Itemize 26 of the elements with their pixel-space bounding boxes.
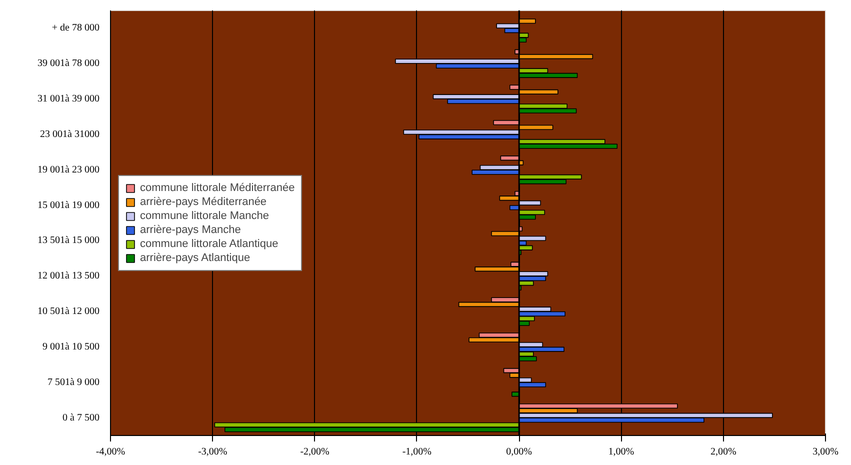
y-tick-label: 12 001à 13 500 — [38, 270, 100, 282]
y-tick-label: + de 78 000 — [52, 22, 100, 34]
legend-label: commune littorale Manche — [140, 210, 270, 222]
x-tick-label: -1,00% — [402, 446, 432, 458]
legend-label: commune littorale Atlantique — [140, 238, 278, 250]
x-tick-label: -2,00% — [300, 446, 330, 458]
x-tick-label: 2,00% — [710, 446, 736, 458]
x-tick-label: 1,00% — [608, 446, 634, 458]
x-tick-label: -4,00% — [96, 446, 126, 458]
y-tick-label: 9 001à 10 500 — [42, 341, 100, 352]
legend-label: arrière-pays Manche — [140, 224, 241, 236]
y-tick-label: 19 001à 23 000 — [38, 164, 100, 176]
y-tick-label: 7 501à 9 000 — [48, 376, 100, 388]
y-tick-label: 31 001à 39 000 — [38, 94, 100, 105]
y-tick-label: 10 501à 12 000 — [38, 306, 100, 318]
y-tick-label: 13 501à 15 000 — [38, 235, 100, 246]
y-tick-label: 39 001à 78 000 — [38, 58, 100, 70]
y-tick-label: 0 à 7 500 — [62, 412, 100, 424]
x-tick-label: 3,00% — [812, 446, 838, 458]
legend-label: arrière-pays Méditerranée — [140, 196, 267, 208]
legend-label: arrière-pays Atlantique — [140, 252, 250, 264]
y-tick-label: 23 001à 31000 — [40, 128, 100, 140]
x-tick-label: 0,00% — [506, 446, 532, 458]
legend-label: commune littorale Méditerranée — [140, 182, 295, 194]
y-tick-label: 15 001à 19 000 — [38, 200, 100, 211]
x-tick-label: -3,00% — [198, 446, 228, 458]
